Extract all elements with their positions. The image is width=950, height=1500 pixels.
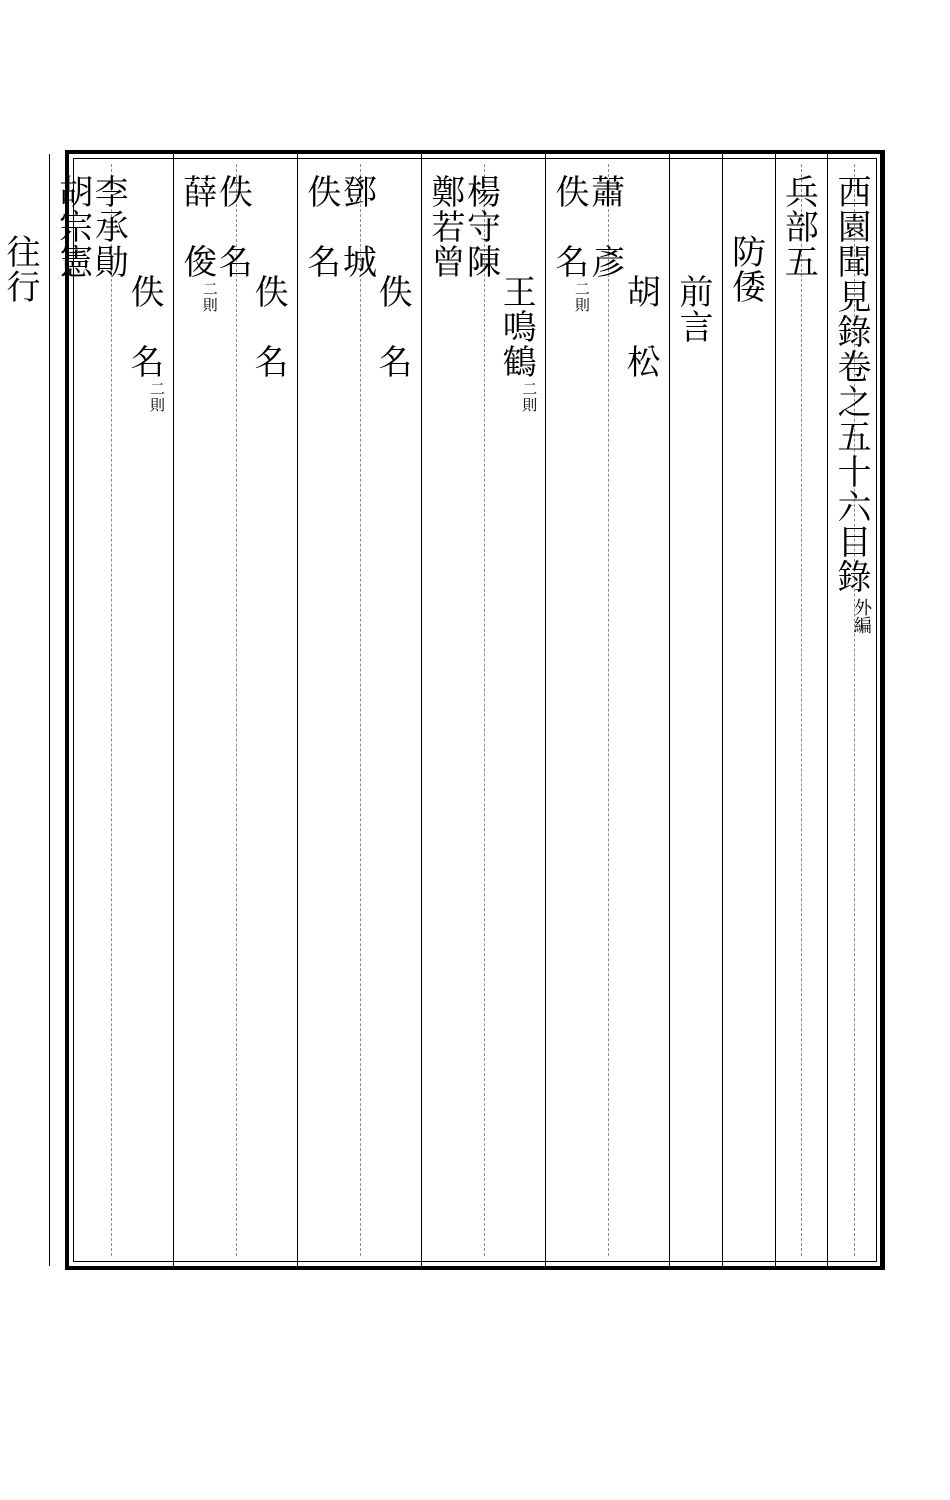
book-subtitle: 外編 [853, 598, 872, 634]
entry-column: 佚 名二則 李承勛 胡宗憲 [50, 154, 174, 1266]
entry-column: 佚 名 鄧 城 佚 名 [298, 154, 422, 1266]
entry-note: 二則 [521, 381, 537, 413]
entry: 王鳴鶴 [502, 274, 538, 379]
entry: 佚 名 [554, 174, 590, 279]
entry: 薛 俊 [182, 174, 218, 279]
entry: 胡 松 [626, 274, 662, 379]
entry-note: 二則 [202, 281, 218, 313]
heading-wangxing: 往行 [5, 174, 41, 1246]
entry-column: 胡 松 蕭 彥 佚 名二則 [546, 154, 670, 1266]
entry: 佚 名 [371, 274, 420, 379]
subsection-label: 防倭 [731, 174, 767, 1246]
entry-column: 王鳴鶴二則 楊守陳 鄭若曾 [422, 154, 546, 1266]
entry-note: 二則 [574, 281, 590, 313]
title-column: 西園聞見錄卷之五十六目錄 外編 [828, 154, 881, 1266]
entry: 佚 名 [247, 274, 296, 379]
section-column: 兵部五 [776, 154, 829, 1266]
entry: 鄭若曾 [424, 174, 473, 279]
entry-column: 佚 名 佚 名 薛 俊二則 [174, 154, 298, 1266]
subsection-column: 防倭 [723, 154, 776, 1266]
heading-foreword: 前言 [678, 174, 714, 1246]
page-frame: 西園聞見錄卷之五十六目錄 外編 兵部五 防倭 前言 胡 松 蕭 彥 佚 名二則 … [65, 150, 885, 1270]
entry-note: 二則 [149, 381, 165, 413]
entry: 胡宗憲 [52, 174, 101, 279]
entry: 佚 名 [300, 174, 349, 279]
heading-column-1: 前言 [670, 154, 723, 1266]
entry: 佚 名 [129, 274, 165, 379]
heading-column-2: 往行 [0, 154, 50, 1266]
